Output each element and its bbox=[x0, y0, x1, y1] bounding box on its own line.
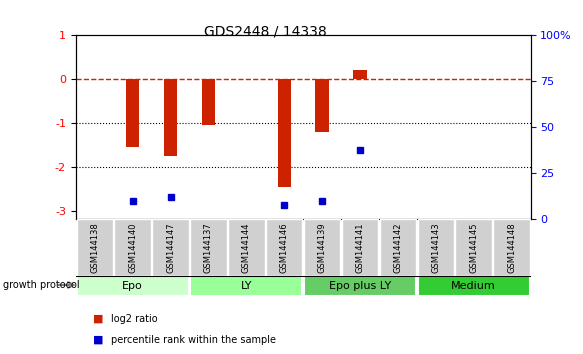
Text: ■: ■ bbox=[93, 314, 104, 324]
FancyBboxPatch shape bbox=[114, 219, 151, 276]
FancyBboxPatch shape bbox=[304, 276, 416, 296]
Text: log2 ratio: log2 ratio bbox=[111, 314, 157, 324]
Text: LY: LY bbox=[241, 281, 252, 291]
FancyBboxPatch shape bbox=[380, 219, 416, 276]
FancyBboxPatch shape bbox=[342, 219, 378, 276]
Bar bbox=[315, 79, 329, 132]
FancyBboxPatch shape bbox=[190, 219, 227, 276]
Text: GSM144138: GSM144138 bbox=[90, 222, 99, 273]
Bar bbox=[353, 70, 367, 79]
Text: GSM144137: GSM144137 bbox=[204, 222, 213, 273]
FancyBboxPatch shape bbox=[76, 219, 113, 276]
FancyBboxPatch shape bbox=[190, 276, 303, 296]
Text: GSM144146: GSM144146 bbox=[280, 222, 289, 273]
Bar bbox=[126, 79, 139, 147]
FancyBboxPatch shape bbox=[152, 219, 189, 276]
Bar bbox=[126, 79, 139, 147]
Text: GDS2448 / 14338: GDS2448 / 14338 bbox=[204, 25, 327, 39]
Bar bbox=[164, 79, 177, 156]
FancyBboxPatch shape bbox=[455, 219, 492, 276]
Bar bbox=[278, 79, 291, 187]
Text: GSM144147: GSM144147 bbox=[166, 222, 175, 273]
Text: GSM144139: GSM144139 bbox=[318, 222, 326, 273]
Bar bbox=[353, 70, 367, 79]
Bar bbox=[202, 79, 215, 125]
Bar bbox=[202, 79, 215, 125]
Text: percentile rank within the sample: percentile rank within the sample bbox=[111, 335, 276, 345]
Text: ■: ■ bbox=[93, 335, 104, 345]
Text: GSM144144: GSM144144 bbox=[242, 222, 251, 273]
FancyBboxPatch shape bbox=[493, 219, 530, 276]
Text: GSM144143: GSM144143 bbox=[431, 222, 440, 273]
FancyBboxPatch shape bbox=[417, 219, 454, 276]
FancyBboxPatch shape bbox=[228, 219, 265, 276]
Bar bbox=[278, 79, 291, 187]
Text: GSM144142: GSM144142 bbox=[394, 222, 402, 273]
Text: Medium: Medium bbox=[451, 281, 496, 291]
Text: Epo plus LY: Epo plus LY bbox=[329, 281, 391, 291]
Text: growth protocol: growth protocol bbox=[3, 280, 79, 290]
Text: GSM144141: GSM144141 bbox=[356, 222, 364, 273]
Bar bbox=[315, 79, 329, 132]
Text: GSM144145: GSM144145 bbox=[469, 222, 478, 273]
FancyBboxPatch shape bbox=[417, 276, 530, 296]
Text: GSM144140: GSM144140 bbox=[128, 222, 137, 273]
FancyBboxPatch shape bbox=[266, 219, 303, 276]
Text: GSM144148: GSM144148 bbox=[507, 222, 516, 273]
FancyBboxPatch shape bbox=[76, 276, 189, 296]
Text: Epo: Epo bbox=[122, 281, 143, 291]
FancyBboxPatch shape bbox=[304, 219, 340, 276]
Bar bbox=[164, 79, 177, 156]
